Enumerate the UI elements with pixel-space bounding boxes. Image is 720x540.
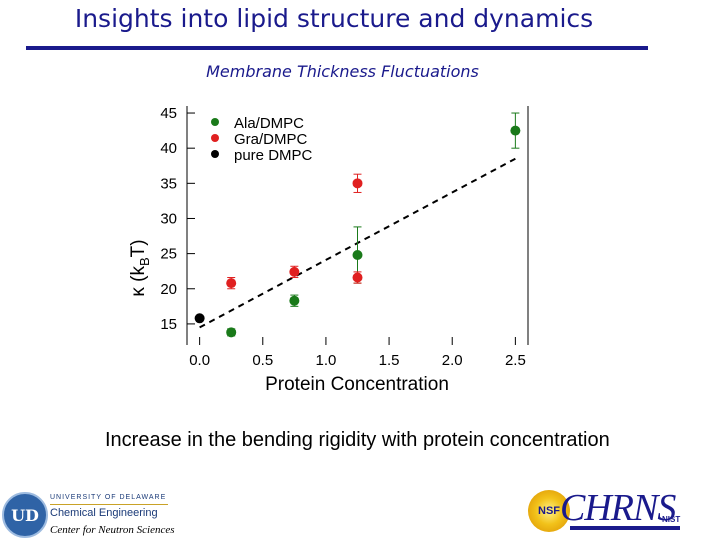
axes-layer: 15 20 25 30 35 40 45 0.0 0.5 1.0 1.5 2.0 2.5 — [160, 105, 529, 369]
data-point-gra-dmpc — [352, 272, 363, 283]
nsf-badge: NSF — [528, 490, 570, 532]
y-axis-label-sub: B — [137, 257, 152, 266]
data-point-pure-dmpc — [194, 313, 205, 324]
x-axis-label: Protein Concentration — [265, 374, 449, 395]
x-tick-label: 1.0 — [315, 352, 336, 369]
legend-label-gra-dmpc: Gra/DMPC — [234, 131, 308, 148]
data-point-gra-dmpc — [226, 278, 237, 289]
y-tick-label: 35 — [160, 175, 177, 192]
y-tick-label: 25 — [160, 246, 177, 263]
data-point-ala-dmpc — [510, 125, 521, 136]
y-tick-label: 20 — [160, 281, 177, 298]
x-tick-label: 2.5 — [505, 352, 526, 369]
y-axis-label-end: T) — [128, 239, 149, 257]
data-point-gra-dmpc — [352, 178, 363, 189]
chrns-logo-text: CHRNS — [560, 487, 676, 529]
ud-divider — [50, 504, 168, 505]
data-point-gra-dmpc — [289, 266, 300, 277]
caption-text: Increase in the bending rigidity with pr… — [105, 429, 610, 451]
title-underline — [26, 46, 648, 50]
x-tick-label: 1.5 — [379, 352, 400, 369]
y-axis-label: κ (kBT) — [128, 239, 152, 296]
legend-marker-gra-dmpc — [211, 134, 219, 142]
x-tick-label: 2.0 — [442, 352, 463, 369]
data-point-ala-dmpc — [226, 327, 237, 338]
legend-marker-pure-dmpc — [211, 150, 219, 158]
y-tick-label: 15 — [160, 316, 177, 333]
legend-marker-ala-dmpc — [211, 118, 219, 126]
legend-label-ala-dmpc: Ala/DMPC — [234, 115, 304, 132]
y-tick-label: 30 — [160, 210, 177, 227]
chart-subtitle: Membrane Thickness Fluctuations — [206, 62, 479, 81]
nist-label: NIST — [662, 515, 681, 524]
y-axis-label-main: κ (k — [128, 266, 149, 297]
ud-department-name: Chemical Engineering — [50, 507, 158, 519]
ud-university-name: UNIVERSITY OF DELAWARE — [50, 494, 167, 501]
points-layer — [194, 112, 521, 338]
y-tick-label: 45 — [160, 105, 177, 122]
university-delaware-logo: UD — [2, 492, 48, 538]
legend-label-pure-dmpc: pure DMPC — [234, 147, 313, 164]
data-point-ala-dmpc — [289, 295, 300, 306]
ud-center-name: Center for Neutron Sciences — [50, 524, 175, 536]
data-point-ala-dmpc — [352, 250, 363, 261]
x-tick-label: 0.5 — [252, 352, 273, 369]
chrns-underline — [570, 526, 680, 530]
slide-title: Insights into lipid structure and dynami… — [74, 4, 594, 33]
y-tick-label: 40 — [160, 140, 177, 157]
scatter-chart: 15 20 25 30 35 40 45 0.0 0.5 1.0 1.5 2.0 2.5 Ala/DMP… — [128, 105, 529, 395]
x-tick-label: 0.0 — [189, 352, 210, 369]
